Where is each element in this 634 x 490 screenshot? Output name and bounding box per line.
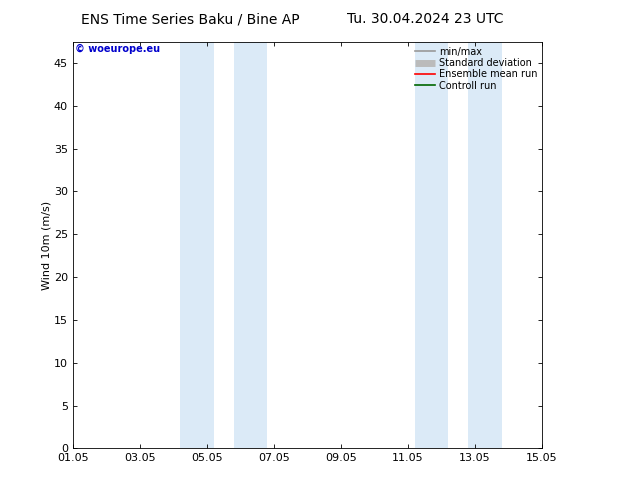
Text: © woeurope.eu: © woeurope.eu (75, 44, 160, 54)
Text: Tu. 30.04.2024 23 UTC: Tu. 30.04.2024 23 UTC (347, 12, 503, 26)
Bar (415, 42, 448, 448)
Bar (469, 42, 502, 448)
Y-axis label: Wind 10m (m/s): Wind 10m (m/s) (41, 200, 51, 290)
Bar (234, 42, 268, 448)
Bar (180, 42, 214, 448)
Legend: min/max, Standard deviation, Ensemble mean run, Controll run: min/max, Standard deviation, Ensemble me… (413, 45, 539, 93)
Text: ENS Time Series Baku / Bine AP: ENS Time Series Baku / Bine AP (81, 12, 299, 26)
